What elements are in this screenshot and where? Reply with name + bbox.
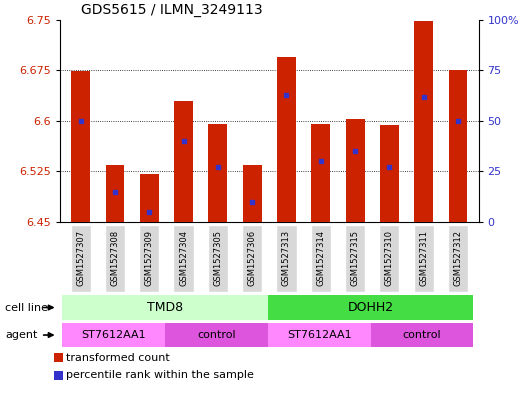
Text: GSM1527305: GSM1527305 — [213, 230, 222, 286]
Text: ST7612AA1: ST7612AA1 — [287, 330, 351, 340]
Text: GSM1527308: GSM1527308 — [110, 230, 120, 286]
Bar — [311, 225, 331, 292]
Bar — [139, 225, 160, 292]
Text: DOHH2: DOHH2 — [347, 301, 394, 314]
Bar — [276, 225, 297, 292]
Bar — [448, 225, 468, 292]
Bar — [71, 71, 90, 222]
Bar — [243, 165, 262, 222]
Text: percentile rank within the sample: percentile rank within the sample — [66, 370, 254, 380]
Bar — [106, 165, 124, 222]
Text: agent: agent — [5, 330, 38, 340]
Bar — [277, 57, 296, 222]
Bar — [54, 371, 63, 380]
Text: GSM1527309: GSM1527309 — [145, 230, 154, 286]
Text: control: control — [403, 330, 441, 340]
Text: GSM1527313: GSM1527313 — [282, 230, 291, 286]
Bar — [268, 295, 473, 320]
Bar — [165, 323, 268, 347]
Bar — [311, 123, 330, 222]
Bar — [71, 225, 91, 292]
Bar — [414, 21, 433, 222]
Bar — [140, 174, 159, 222]
Bar — [370, 323, 473, 347]
Text: GSM1527310: GSM1527310 — [385, 230, 394, 286]
Bar — [449, 70, 468, 222]
Bar — [174, 225, 194, 292]
Bar — [174, 101, 193, 222]
Bar — [208, 225, 228, 292]
Text: control: control — [197, 330, 235, 340]
Bar — [379, 225, 400, 292]
Text: GSM1527306: GSM1527306 — [248, 230, 257, 286]
Bar — [209, 124, 228, 222]
Bar — [268, 323, 370, 347]
Bar — [62, 295, 268, 320]
Text: GSM1527315: GSM1527315 — [350, 230, 360, 286]
Bar — [54, 353, 63, 362]
Bar — [345, 225, 365, 292]
Bar — [380, 125, 399, 222]
Text: GSM1527314: GSM1527314 — [316, 230, 325, 286]
Text: transformed count: transformed count — [66, 353, 170, 363]
Text: GSM1527312: GSM1527312 — [453, 230, 462, 286]
Text: TMD8: TMD8 — [146, 301, 183, 314]
Text: ST7612AA1: ST7612AA1 — [81, 330, 145, 340]
Text: GSM1527307: GSM1527307 — [76, 230, 85, 286]
Bar — [346, 119, 365, 222]
Text: GSM1527304: GSM1527304 — [179, 230, 188, 286]
Text: GSM1527311: GSM1527311 — [419, 230, 428, 286]
Bar — [62, 323, 165, 347]
Bar — [414, 225, 434, 292]
Bar — [242, 225, 263, 292]
Bar — [105, 225, 125, 292]
Text: cell line: cell line — [5, 303, 48, 312]
Text: GDS5615 / ILMN_3249113: GDS5615 / ILMN_3249113 — [81, 3, 263, 17]
